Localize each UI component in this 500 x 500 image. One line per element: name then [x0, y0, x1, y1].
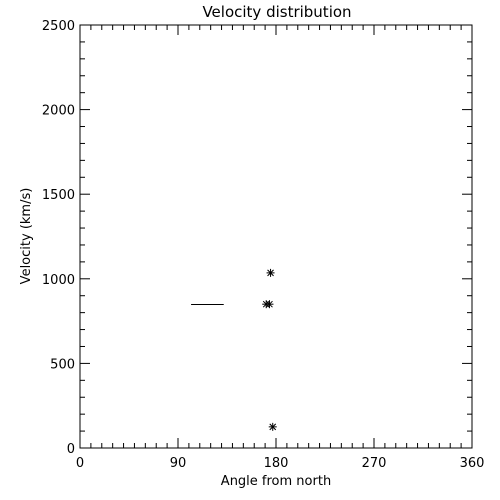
- y-tick-label: 1000: [42, 273, 75, 288]
- y-axis-title: Velocity (km/s): [19, 188, 34, 285]
- x-tick-label: 360: [460, 456, 485, 471]
- chart-title: Velocity distribution: [202, 3, 351, 21]
- plot-frame: [79, 24, 473, 449]
- data-series: [191, 268, 277, 431]
- x-tick-labels: 0 90 180 270 360: [76, 456, 485, 471]
- y-tick-label: 500: [50, 357, 75, 372]
- x-tick-label: 180: [264, 456, 289, 471]
- data-point: [268, 422, 277, 431]
- y-tick-labels: 0 500 1000 1500 2000 2500: [42, 19, 75, 457]
- axis-ticks: [79, 24, 473, 449]
- x-axis-title: Angle from north: [221, 474, 331, 489]
- data-point: [265, 300, 274, 309]
- y-tick-label: 1500: [42, 188, 75, 203]
- x-tick-label: 270: [362, 456, 387, 471]
- data-point: [266, 268, 275, 277]
- x-tick-label: 0: [76, 456, 84, 471]
- y-tick-label: 0: [67, 442, 75, 457]
- y-tick-label: 2000: [42, 104, 75, 119]
- x-tick-label: 90: [170, 456, 187, 471]
- y-tick-label: 2500: [42, 19, 75, 34]
